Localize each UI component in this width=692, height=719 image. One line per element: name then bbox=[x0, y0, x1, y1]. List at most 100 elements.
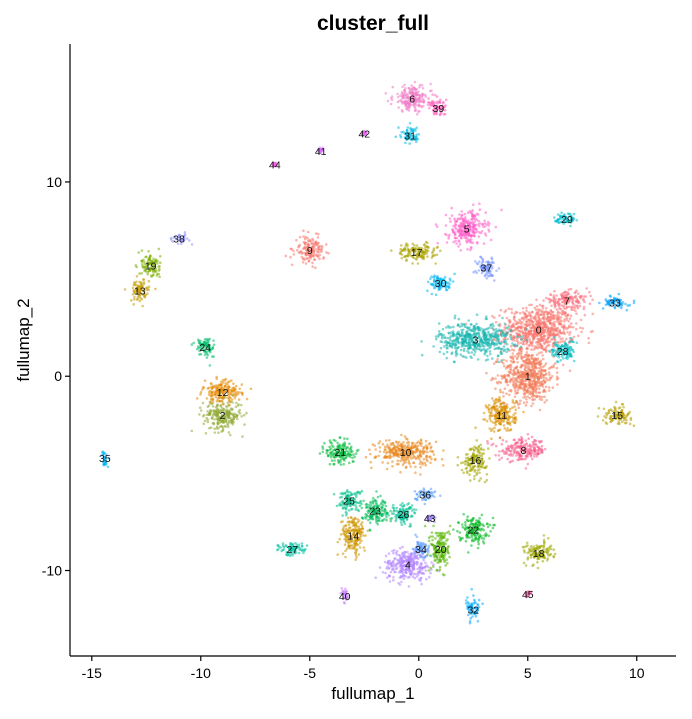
point bbox=[395, 562, 399, 565]
point bbox=[535, 366, 538, 370]
point bbox=[527, 321, 531, 325]
point bbox=[569, 322, 573, 325]
point bbox=[419, 444, 423, 448]
point bbox=[206, 410, 209, 413]
point bbox=[525, 317, 528, 320]
point bbox=[508, 393, 511, 397]
point bbox=[408, 575, 411, 579]
point bbox=[482, 418, 485, 421]
point bbox=[362, 534, 365, 537]
point bbox=[424, 250, 427, 254]
point bbox=[528, 378, 532, 382]
point bbox=[436, 241, 440, 245]
point bbox=[486, 220, 490, 224]
point bbox=[400, 91, 404, 94]
point bbox=[431, 538, 434, 542]
point bbox=[435, 225, 439, 228]
point bbox=[429, 82, 432, 86]
point bbox=[568, 333, 571, 336]
point bbox=[520, 440, 524, 443]
point bbox=[541, 354, 544, 357]
point bbox=[485, 478, 489, 482]
point bbox=[452, 224, 455, 228]
point bbox=[559, 316, 563, 319]
point bbox=[469, 337, 472, 340]
point bbox=[216, 421, 219, 424]
point bbox=[216, 410, 219, 414]
point bbox=[432, 345, 435, 348]
point bbox=[564, 314, 567, 318]
point bbox=[249, 387, 253, 391]
point bbox=[399, 574, 403, 578]
point bbox=[344, 524, 347, 528]
point bbox=[547, 386, 551, 389]
point bbox=[311, 237, 314, 241]
point bbox=[480, 230, 484, 233]
point bbox=[456, 456, 460, 459]
point bbox=[360, 524, 364, 528]
point bbox=[487, 447, 490, 450]
point bbox=[626, 412, 630, 416]
point bbox=[311, 261, 314, 265]
point bbox=[386, 99, 390, 103]
point bbox=[419, 566, 423, 570]
point bbox=[220, 380, 223, 384]
point bbox=[456, 323, 460, 327]
point bbox=[498, 314, 501, 317]
point bbox=[556, 300, 560, 303]
point bbox=[478, 208, 482, 211]
point bbox=[556, 383, 559, 386]
point bbox=[452, 332, 455, 335]
point bbox=[439, 249, 442, 253]
point bbox=[217, 431, 220, 435]
point bbox=[502, 358, 506, 362]
point bbox=[533, 306, 537, 310]
point bbox=[614, 400, 618, 404]
point bbox=[533, 438, 536, 442]
point bbox=[493, 401, 497, 405]
point bbox=[482, 448, 486, 452]
point bbox=[518, 457, 522, 461]
point bbox=[483, 352, 487, 356]
point bbox=[482, 341, 486, 344]
point bbox=[140, 249, 144, 252]
point bbox=[404, 244, 408, 247]
point bbox=[552, 364, 555, 367]
point bbox=[527, 550, 531, 554]
point bbox=[413, 445, 417, 448]
point bbox=[530, 357, 534, 361]
point bbox=[473, 234, 476, 238]
point bbox=[473, 468, 477, 472]
point bbox=[352, 523, 356, 527]
point bbox=[513, 343, 517, 346]
point bbox=[410, 84, 413, 87]
point bbox=[422, 457, 426, 461]
point bbox=[208, 412, 211, 416]
point bbox=[507, 375, 511, 378]
point bbox=[450, 214, 454, 217]
point bbox=[228, 433, 232, 437]
point bbox=[580, 330, 583, 334]
point bbox=[201, 414, 205, 418]
point bbox=[560, 300, 564, 304]
point bbox=[407, 585, 411, 588]
point bbox=[531, 333, 535, 336]
point bbox=[494, 339, 498, 342]
point bbox=[515, 322, 519, 326]
point bbox=[460, 324, 464, 328]
point bbox=[512, 360, 515, 364]
point bbox=[220, 414, 224, 418]
point bbox=[515, 441, 518, 444]
point bbox=[560, 319, 563, 323]
point bbox=[221, 402, 225, 406]
point bbox=[529, 455, 533, 458]
point bbox=[457, 245, 460, 248]
point bbox=[478, 225, 481, 228]
point bbox=[513, 355, 517, 358]
point bbox=[242, 413, 246, 417]
point bbox=[419, 473, 422, 476]
point bbox=[540, 304, 544, 308]
point bbox=[479, 448, 483, 451]
point bbox=[227, 399, 231, 403]
point bbox=[538, 310, 541, 313]
